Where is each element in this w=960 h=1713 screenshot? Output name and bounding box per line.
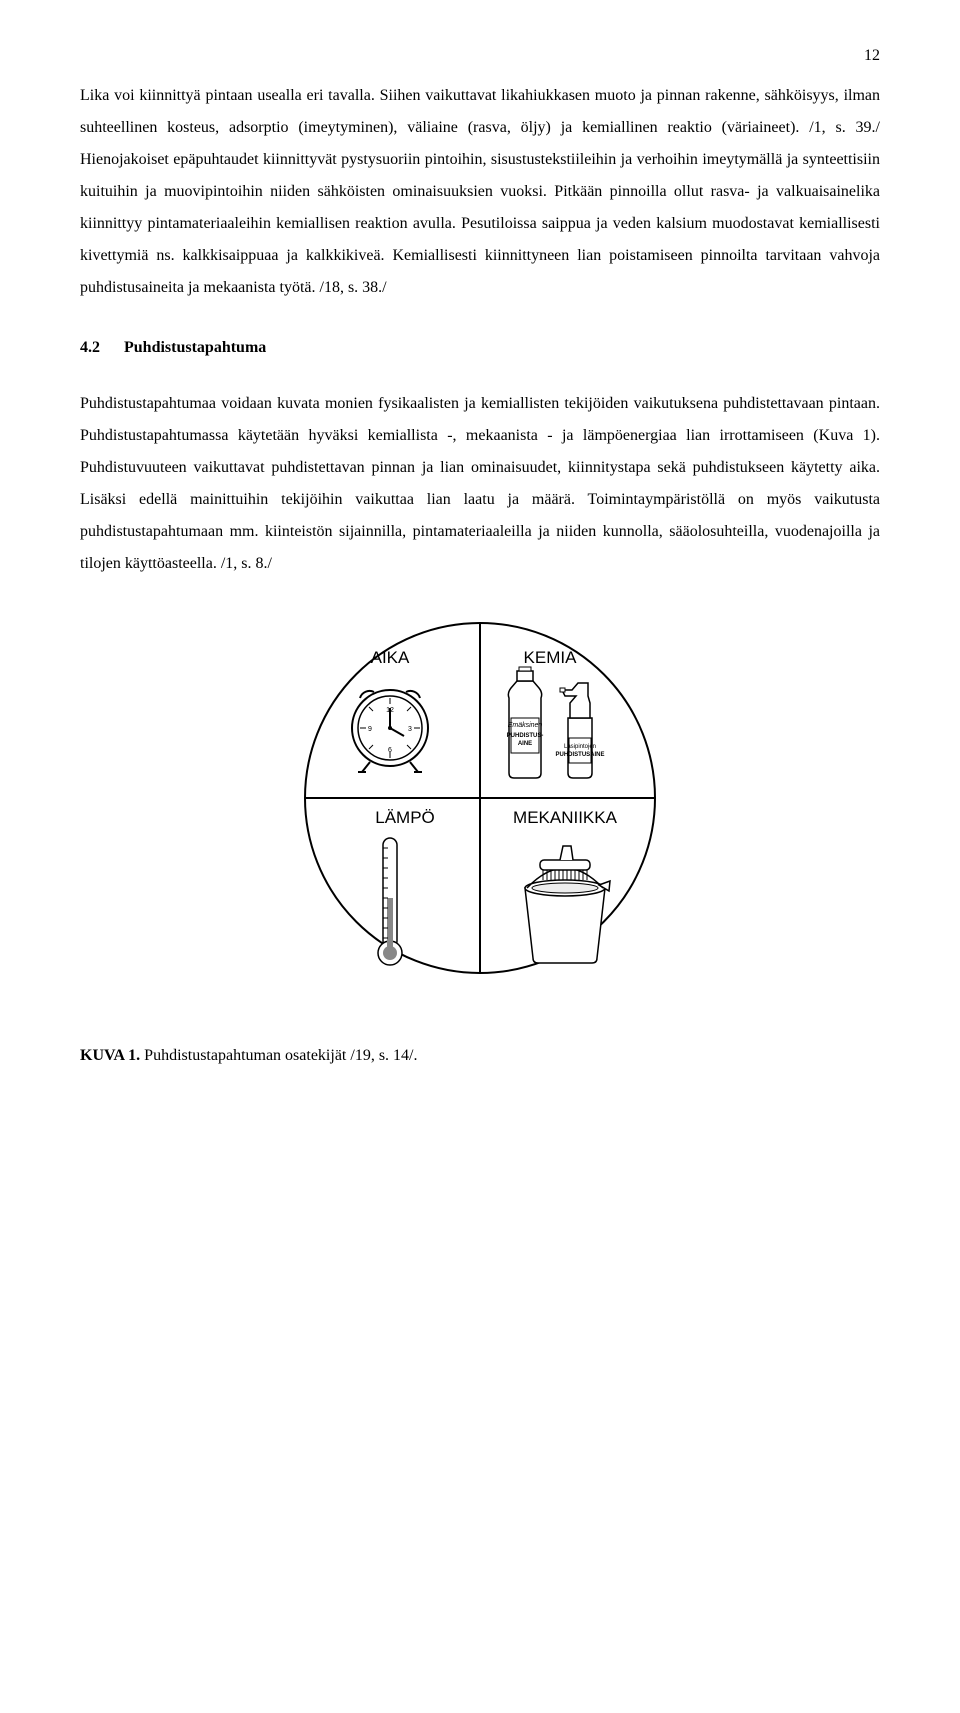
page-number: 12 [80, 40, 880, 72]
svg-text:PUHDISTUSAINE: PUHDISTUSAINE [555, 752, 604, 758]
cleaning-circle-diagram: AIKA KEMIA LÄMPÖ MEKANIIKKA [290, 608, 670, 988]
svg-text:3: 3 [408, 726, 412, 733]
paragraph-2: Puhdistustapahtumaa voidaan kuvata monie… [80, 388, 880, 580]
figure-caption-bold: KUVA 1. [80, 1047, 140, 1064]
svg-text:Lasipintojen: Lasipintojen [564, 744, 596, 750]
figure-caption-rest: Puhdistustapahtuman osatekijät /19, s. 1… [140, 1047, 417, 1064]
section-heading: 4.2Puhdistustapahtuma [80, 332, 880, 364]
label-kemia: KEMIA [524, 648, 578, 667]
label-aika: AIKA [371, 648, 410, 667]
label-lampo: LÄMPÖ [375, 808, 435, 827]
figure-caption: KUVA 1. Puhdistustapahtuman osatekijät /… [80, 1040, 880, 1072]
svg-text:Emäksinen: Emäksinen [508, 722, 543, 729]
label-mekaniikka: MEKANIIKKA [513, 808, 618, 827]
section-title: Puhdistustapahtuma [124, 339, 266, 356]
svg-text:AINE: AINE [518, 741, 532, 747]
svg-text:PUHDISTUS-: PUHDISTUS- [507, 733, 544, 739]
figure-1: AIKA KEMIA LÄMPÖ MEKANIIKKA [80, 608, 880, 1000]
section-number: 4.2 [80, 339, 124, 356]
paragraph-1: Lika voi kiinnittyä pintaan usealla eri … [80, 80, 880, 304]
svg-text:9: 9 [368, 726, 372, 733]
svg-text:6: 6 [388, 747, 392, 754]
